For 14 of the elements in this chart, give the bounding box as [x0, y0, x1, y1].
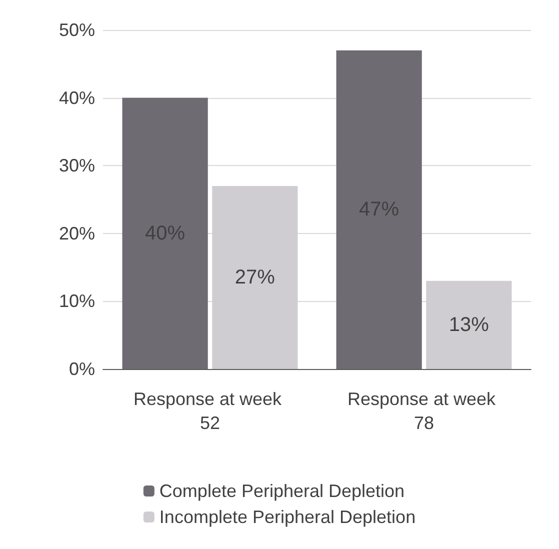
x-tick-label: Response at week 78 [347, 389, 501, 433]
legend-label: Incomplete Peripheral Depletion [159, 507, 416, 527]
y-tick-label: 0% [68, 359, 95, 379]
legend-label: Complete Peripheral Depletion [159, 481, 405, 501]
bar [336, 50, 422, 369]
y-tick-label: 30% [58, 156, 95, 176]
y-tick-label: 50% [58, 20, 95, 40]
y-tick-label: 20% [58, 223, 95, 244]
y-tick-label: 40% [58, 88, 95, 108]
bar [122, 98, 208, 369]
data-label: 27% [234, 266, 276, 288]
data-label: 13% [448, 314, 490, 336]
y-tick-label: 10% [58, 291, 95, 312]
x-tick-label: Response at week 52 [133, 389, 287, 433]
